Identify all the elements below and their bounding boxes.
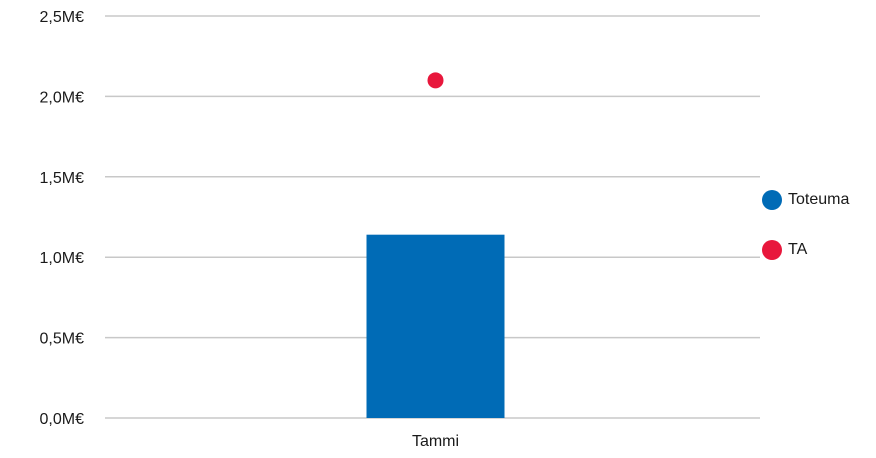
legend-label-ta: TA	[788, 241, 808, 258]
bars	[366, 234, 505, 418]
legend-marker-ta-icon	[762, 240, 782, 260]
y-tick-label: 0,0M€	[40, 411, 85, 428]
legend-label-toteuma: Toteuma	[788, 191, 850, 208]
legend-item-ta[interactable]: TA	[762, 239, 849, 261]
y-tick-label: 2,5M€	[40, 9, 85, 26]
y-tick-label: 0,5M€	[40, 331, 85, 348]
y-tick-label: 1,0M€	[40, 250, 85, 267]
legend: Toteuma TA	[762, 189, 849, 289]
x-axis-labels: Tammi	[412, 433, 459, 450]
x-tick-label: Tammi	[412, 433, 459, 450]
legend-marker-toteuma-icon	[762, 190, 782, 210]
y-axis-ticks: 0,0M€ 0,5M€ 1,0M€ 1,5M€ 2,0M€ 2,5M€	[40, 9, 85, 428]
y-tick-label: 2,0M€	[40, 89, 85, 106]
point-ta-tammi[interactable]	[427, 72, 444, 89]
points	[427, 72, 444, 89]
bar-toteuma-tammi[interactable]	[366, 234, 505, 418]
legend-item-toteuma[interactable]: Toteuma	[762, 189, 849, 211]
y-tick-label: 1,5M€	[40, 170, 85, 187]
